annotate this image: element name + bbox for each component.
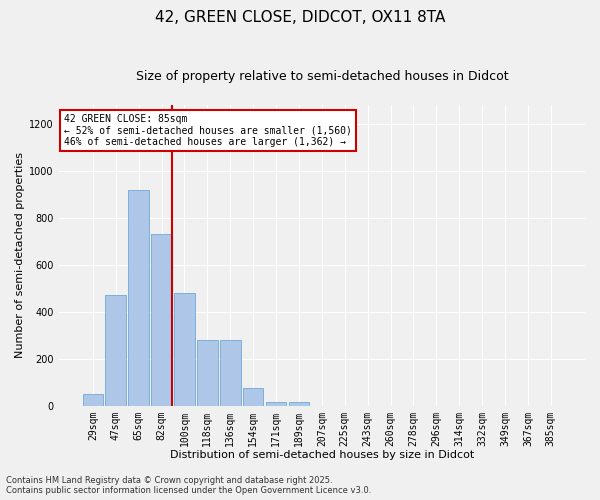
Bar: [289, 402, 309, 406]
Bar: [174, 293, 195, 406]
Y-axis label: Number of semi-detached properties: Number of semi-detached properties: [15, 152, 25, 358]
Bar: [83, 394, 103, 406]
Bar: [220, 340, 241, 406]
Text: 42 GREEN CLOSE: 85sqm
← 52% of semi-detached houses are smaller (1,560)
46% of s: 42 GREEN CLOSE: 85sqm ← 52% of semi-deta…: [64, 114, 352, 147]
Text: Contains HM Land Registry data © Crown copyright and database right 2025.
Contai: Contains HM Land Registry data © Crown c…: [6, 476, 371, 495]
Title: Size of property relative to semi-detached houses in Didcot: Size of property relative to semi-detach…: [136, 70, 508, 83]
X-axis label: Distribution of semi-detached houses by size in Didcot: Distribution of semi-detached houses by …: [170, 450, 474, 460]
Bar: [151, 234, 172, 406]
Text: 42, GREEN CLOSE, DIDCOT, OX11 8TA: 42, GREEN CLOSE, DIDCOT, OX11 8TA: [155, 10, 445, 25]
Bar: [106, 296, 126, 406]
Bar: [128, 190, 149, 406]
Bar: [197, 340, 218, 406]
Bar: [243, 388, 263, 406]
Bar: [266, 402, 286, 406]
